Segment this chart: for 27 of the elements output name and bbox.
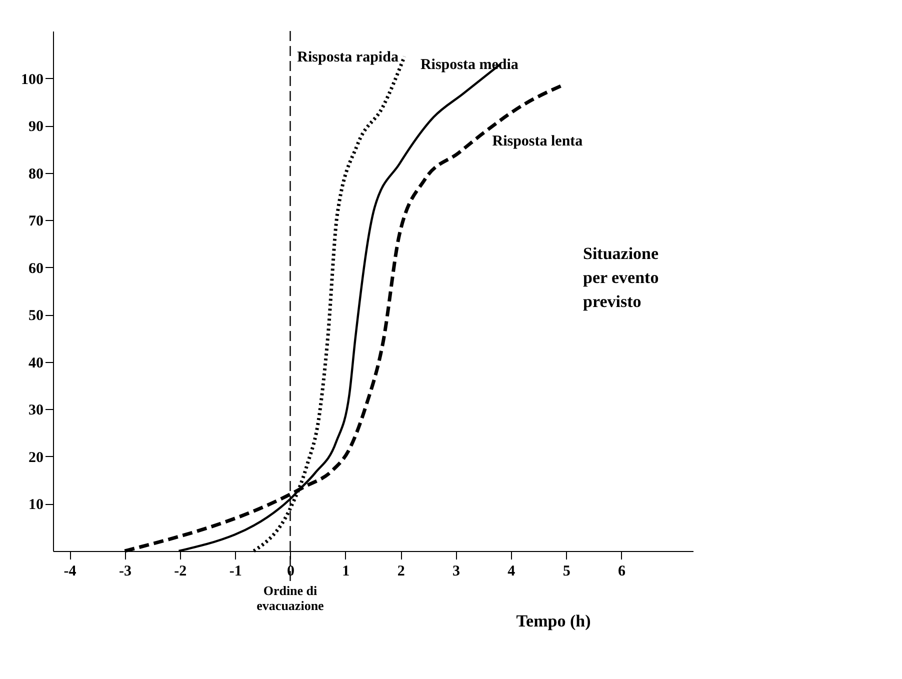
x-tick-label: 6 <box>618 564 626 580</box>
x-tick-label: -2 <box>174 564 187 580</box>
ref-line-label: Ordine di evacuazione <box>256 583 324 613</box>
y-tick-label: 50 <box>28 308 44 324</box>
series-label: Risposta rapida <box>297 50 399 66</box>
x-tick-label: 2 <box>397 564 405 580</box>
series-label: Risposta lenta <box>492 133 584 150</box>
x-tick-label: 4 <box>508 564 516 580</box>
y-tick-label: 70 <box>28 214 44 230</box>
y-tick-label: 80 <box>28 166 44 182</box>
x-tick-label: 0 <box>286 564 294 580</box>
y-tick-label: 60 <box>28 260 44 277</box>
y-tick-label: 90 <box>28 119 44 136</box>
x-tick-label: -4 <box>64 564 77 580</box>
x-tick-label: 3 <box>452 564 460 580</box>
y-tick-label: 20 <box>28 450 44 466</box>
y-tick-label: 40 <box>28 355 44 372</box>
x-axis-title: Tempo (h) <box>516 612 591 630</box>
x-tick-label: -1 <box>229 564 242 580</box>
annotation: Situazione per evento previsto <box>583 244 660 311</box>
y-tick-label: 10 <box>28 497 44 514</box>
x-tick-label: -3 <box>118 564 132 580</box>
y-tick-label: 100 <box>21 72 44 88</box>
x-tick-label: 5 <box>562 564 570 580</box>
x-tick-label: 1 <box>342 564 350 580</box>
series-label: Risposta media <box>420 57 519 74</box>
y-tick-label: 30 <box>28 402 44 419</box>
